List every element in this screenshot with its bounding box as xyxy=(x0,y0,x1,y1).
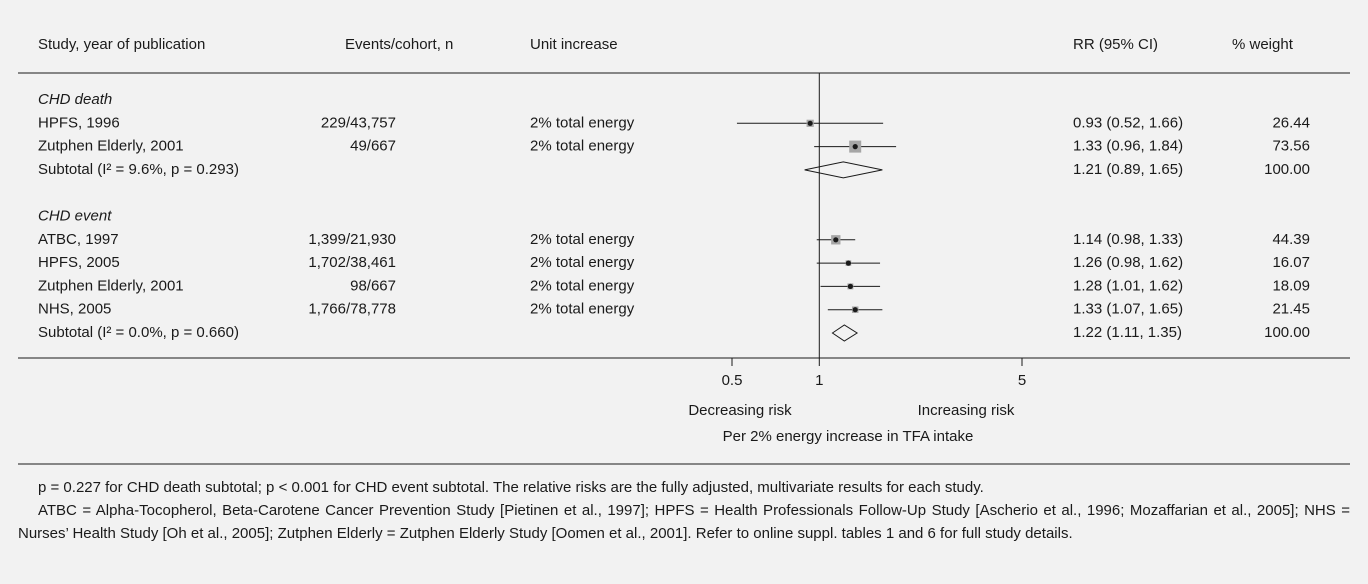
point-estimate xyxy=(852,307,858,313)
footnotes: p = 0.227 for CHD death subtotal; p < 0.… xyxy=(18,476,1350,545)
unit: 2% total energy xyxy=(530,301,635,318)
study-label: HPFS, 2005 xyxy=(38,254,120,271)
study-label: Zutphen Elderly, 2001 xyxy=(38,138,184,155)
events: 1,399/21,930 xyxy=(308,231,396,248)
column-header: % weight xyxy=(1232,36,1294,53)
rr-label: 1.21 (0.89, 1.65) xyxy=(1073,161,1183,178)
rr-label: 1.28 (1.01, 1.62) xyxy=(1073,277,1183,294)
unit: 2% total energy xyxy=(530,254,635,271)
column-header: Study, year of publication xyxy=(38,36,205,53)
x-label-right: Increasing risk xyxy=(918,402,1015,419)
weight-label: 18.09 xyxy=(1272,277,1310,294)
weight-label: 100.00 xyxy=(1264,324,1310,341)
x-label-left: Decreasing risk xyxy=(688,402,792,419)
study-label: HPFS, 1996 xyxy=(38,114,120,131)
rr-label: 1.33 (1.07, 1.65) xyxy=(1073,301,1183,318)
footnote: ATBC = Alpha-Tocopherol, Beta-Carotene C… xyxy=(18,502,1350,542)
point-estimate xyxy=(847,283,853,289)
rr-label: 1.26 (0.98, 1.62) xyxy=(1073,254,1183,271)
rr-label: 1.33 (0.96, 1.84) xyxy=(1073,138,1183,155)
rr-label: 1.22 (1.11, 1.35) xyxy=(1073,324,1182,341)
point-estimate xyxy=(852,144,858,150)
rr-label: 1.14 (0.98, 1.33) xyxy=(1073,231,1183,248)
study-label: NHS, 2005 xyxy=(38,301,111,318)
forest-plot: Study, year of publication Events/cohort… xyxy=(18,36,1350,465)
group-label: CHD death xyxy=(38,91,112,108)
column-header: RR (95% CI) xyxy=(1073,36,1158,53)
weight-label: 73.56 xyxy=(1272,138,1310,155)
unit: 2% total energy xyxy=(530,138,635,155)
weight-label: 44.39 xyxy=(1272,231,1310,248)
weight-label: 100.00 xyxy=(1264,161,1310,178)
events: 229/43,757 xyxy=(321,114,396,131)
events: 49/667 xyxy=(350,138,396,155)
weight-label: 16.07 xyxy=(1272,254,1310,271)
x-tick-label: 0.5 xyxy=(722,372,743,389)
x-label: Per 2% energy increase in TFA intake xyxy=(723,428,974,445)
study-label: ATBC, 1997 xyxy=(38,231,119,248)
events: 1,702/38,461 xyxy=(308,254,396,271)
footnote: p = 0.227 for CHD death subtotal; p < 0.… xyxy=(38,479,984,496)
subtotal-label: Subtotal (I² = 0.0%, p = 0.660) xyxy=(38,324,239,341)
point-estimate xyxy=(845,260,852,266)
rr-label: 0.93 (0.52, 1.66) xyxy=(1073,114,1183,131)
study-label: Zutphen Elderly, 2001 xyxy=(38,277,184,294)
column-header: Events/cohort, n xyxy=(345,36,453,53)
group-label: CHD event xyxy=(38,207,112,224)
point-estimate xyxy=(807,120,813,126)
x-tick-label: 5 xyxy=(1018,372,1026,389)
weight-label: 21.45 xyxy=(1272,301,1310,318)
unit: 2% total energy xyxy=(530,114,635,131)
weight-label: 26.44 xyxy=(1272,114,1310,131)
events: 98/667 xyxy=(350,277,396,294)
events: 1,766/78,778 xyxy=(308,301,396,318)
x-tick-label: 1 xyxy=(815,372,823,389)
subtotal-label: Subtotal (I² = 9.6%, p = 0.293) xyxy=(38,161,239,178)
pooled-diamond xyxy=(831,324,859,342)
unit: 2% total energy xyxy=(530,277,635,294)
column-header: Unit increase xyxy=(530,36,618,53)
pooled-diamond xyxy=(804,161,883,179)
point-estimate xyxy=(833,237,839,243)
unit: 2% total energy xyxy=(530,231,635,248)
